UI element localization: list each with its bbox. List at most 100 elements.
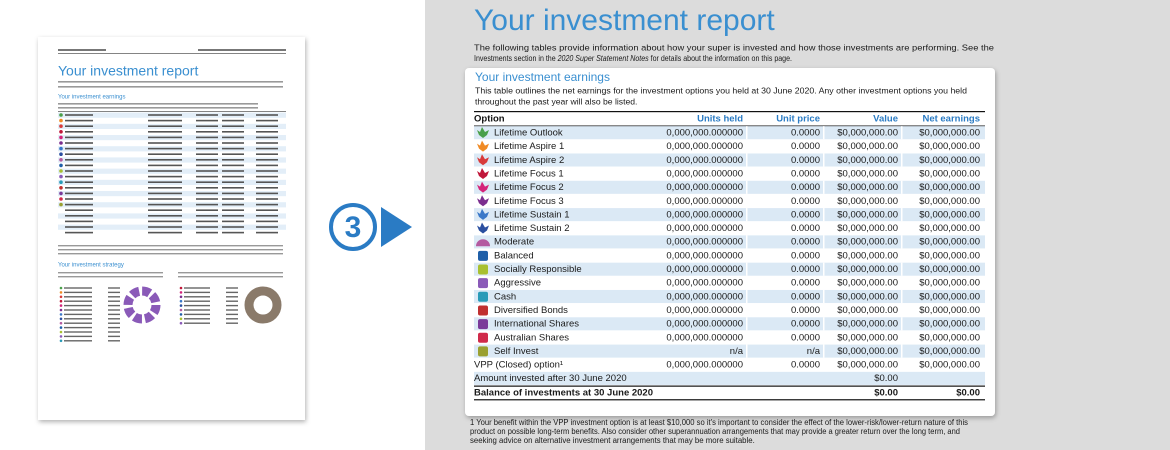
table-cell: 0,000,000.000000 bbox=[666, 278, 743, 289]
table-cell: $0,000,000.00 bbox=[919, 223, 980, 234]
thumb-line bbox=[226, 300, 238, 302]
thumb-dot bbox=[179, 317, 183, 321]
thumb-line bbox=[222, 131, 244, 133]
column-gap bbox=[901, 289, 903, 304]
thumb-line bbox=[58, 253, 283, 255]
footnote: seeking advice on alternative investment… bbox=[470, 436, 755, 445]
table-cell: $0,000,000.00 bbox=[837, 141, 898, 152]
table-cell: $0,000,000.00 bbox=[919, 128, 980, 139]
thumb-line bbox=[148, 114, 182, 116]
table-cell: n/a bbox=[807, 346, 821, 357]
option-icon bbox=[478, 264, 488, 275]
thumb-dot bbox=[59, 304, 63, 307]
thumb-line bbox=[178, 272, 283, 274]
table-cell: $0,000,000.00 bbox=[837, 155, 898, 166]
table-cell: 0.0000 bbox=[791, 182, 820, 193]
thumb-line bbox=[226, 318, 238, 320]
table-cell: VPP (Closed) option¹ bbox=[474, 360, 563, 371]
option-icon bbox=[478, 319, 488, 330]
table-cell: $0,000,000.00 bbox=[919, 319, 980, 330]
thumb-line bbox=[65, 142, 93, 144]
column-gap bbox=[901, 344, 903, 358]
column-gap bbox=[746, 208, 748, 222]
column-gap bbox=[901, 126, 903, 140]
header-rule bbox=[474, 125, 985, 127]
thumb-line bbox=[148, 192, 182, 195]
table-cell: $0,000,000.00 bbox=[919, 141, 980, 152]
table-cell: 0.0000 bbox=[791, 305, 820, 316]
thumb-line bbox=[65, 198, 93, 200]
thumb-icon bbox=[59, 141, 63, 145]
thumb-line bbox=[148, 209, 182, 211]
balance-top-rule bbox=[474, 385, 985, 387]
thumb-line bbox=[184, 296, 210, 298]
thumb-line bbox=[65, 114, 93, 116]
thumb-line bbox=[148, 203, 182, 206]
thumb-line bbox=[64, 313, 92, 316]
thumb-line bbox=[148, 220, 182, 223]
option-icon bbox=[478, 278, 488, 289]
thumb-line bbox=[148, 153, 182, 155]
thumb-line bbox=[222, 147, 244, 150]
thumb-line bbox=[256, 170, 278, 172]
thumb-line bbox=[65, 164, 93, 167]
thumb-line bbox=[108, 331, 120, 333]
row-band bbox=[474, 153, 985, 167]
thumb-line bbox=[65, 131, 93, 133]
thumb-line bbox=[196, 226, 218, 228]
table-cell: 0.0000 bbox=[791, 264, 820, 275]
thumb-line bbox=[65, 209, 93, 211]
table-cell: 0.0000 bbox=[791, 196, 820, 207]
thumb-line bbox=[222, 231, 244, 234]
thumb-dot bbox=[179, 313, 183, 316]
column-gap bbox=[901, 262, 903, 276]
thumb-line bbox=[256, 220, 278, 223]
thumb-icon bbox=[59, 202, 63, 207]
table-cell: $0,000,000.00 bbox=[919, 168, 980, 179]
thumb-line bbox=[108, 313, 120, 316]
thumb-line bbox=[196, 198, 218, 200]
thumb-line bbox=[222, 170, 244, 172]
table-cell: 0,000,000.000000 bbox=[666, 250, 743, 261]
option-icon bbox=[477, 181, 489, 193]
column-gap bbox=[746, 289, 748, 304]
thumb-line bbox=[222, 175, 244, 178]
thumb-icon bbox=[59, 118, 63, 123]
row-band bbox=[474, 289, 985, 304]
thumb-line bbox=[58, 49, 106, 51]
thumb-line bbox=[58, 86, 283, 88]
column-gap bbox=[823, 235, 825, 249]
table-cell: $0,000,000.00 bbox=[837, 237, 898, 248]
table-cell: $0,000,000.00 bbox=[919, 264, 980, 275]
thumb-line bbox=[196, 220, 218, 223]
table-cell: $0,000,000.00 bbox=[837, 264, 898, 275]
table-cell: 0,000,000.000000 bbox=[666, 182, 743, 193]
thumb-line bbox=[226, 291, 238, 294]
table-cell: $0,000,000.00 bbox=[919, 237, 980, 248]
table-cell: 0,000,000.000000 bbox=[666, 168, 743, 179]
thumb-icon bbox=[59, 113, 63, 117]
thumb-icon bbox=[59, 158, 63, 162]
table-cell: $0,000,000.00 bbox=[919, 346, 980, 357]
thumb-line bbox=[196, 170, 218, 172]
earnings-description: This table outlines the net earnings for… bbox=[475, 85, 967, 95]
thumb-dot bbox=[179, 295, 183, 299]
table-cell: $0,000,000.00 bbox=[919, 209, 980, 220]
column-gap bbox=[823, 262, 825, 276]
thumb-line bbox=[256, 147, 278, 150]
table-cell: $0,000,000.00 bbox=[919, 196, 980, 207]
thumb-line bbox=[148, 147, 182, 150]
thumb-line bbox=[222, 215, 244, 217]
thumb-icon bbox=[59, 135, 63, 140]
thumb-dot bbox=[59, 308, 63, 312]
thumb-line bbox=[256, 159, 278, 161]
thumb-line bbox=[222, 136, 244, 139]
thumb-icon bbox=[59, 152, 63, 156]
thumb-line bbox=[64, 296, 92, 298]
table-cell: Lifetime Sustain 2 bbox=[494, 223, 570, 234]
earnings-table: Option Units held Unit price Value Net earni… bbox=[474, 111, 985, 401]
thumbnail-donut bbox=[123, 286, 161, 324]
table-cell: Lifetime Focus 2 bbox=[494, 182, 564, 193]
table-cell: $0,000,000.00 bbox=[837, 223, 898, 234]
step-number: 3 bbox=[345, 211, 362, 244]
